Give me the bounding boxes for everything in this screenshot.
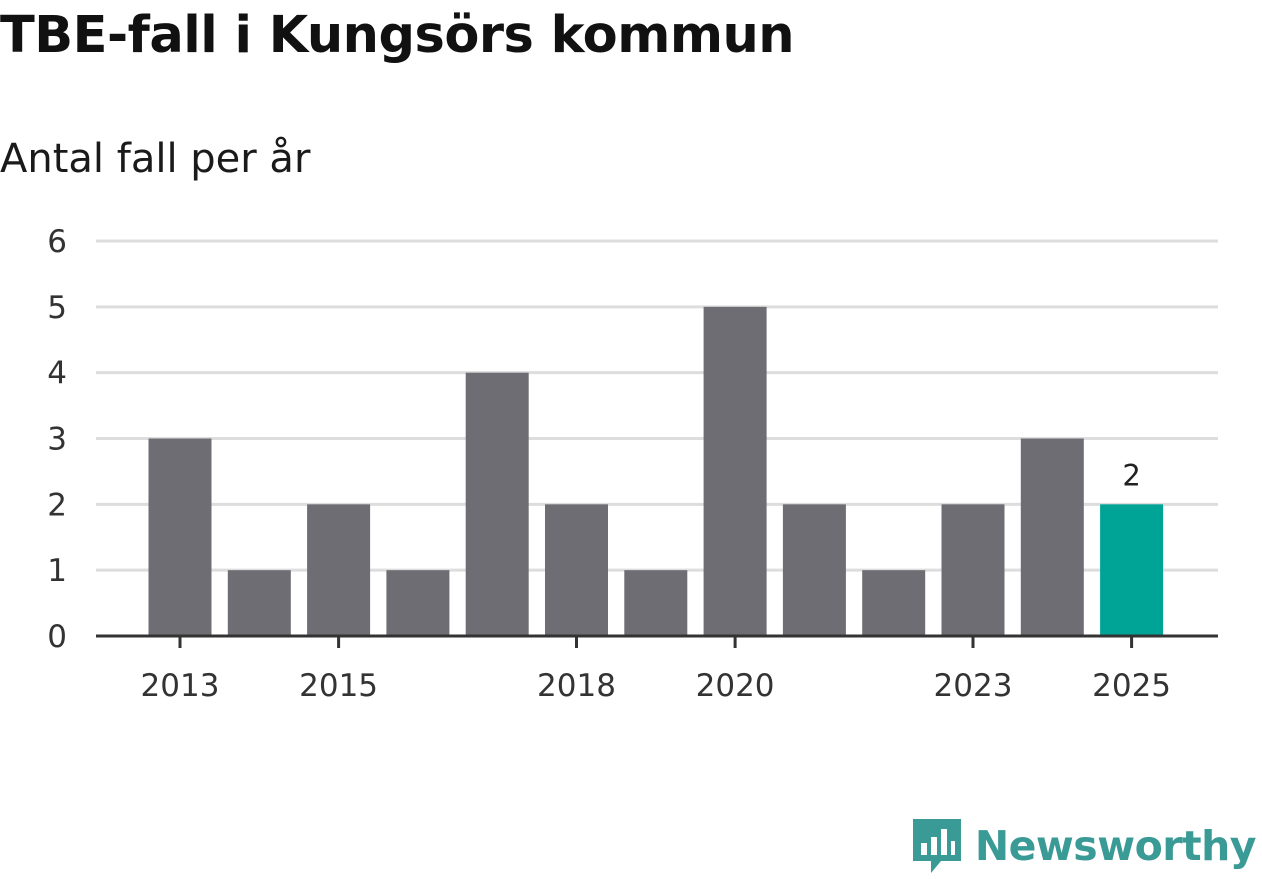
x-tick-label: 2015	[299, 668, 378, 704]
bar-2016	[386, 570, 450, 636]
bar-2013	[148, 438, 212, 636]
value-label-2025: 2	[1122, 458, 1140, 492]
x-tick-label: 2023	[934, 668, 1013, 704]
chart-subtitle: Antal fall per år	[0, 136, 311, 182]
y-tick-label: 0	[47, 619, 67, 655]
bar-2021	[782, 504, 846, 636]
x-tick-label: 2025	[1092, 668, 1171, 704]
bar-2014	[227, 570, 291, 636]
y-tick-label: 4	[47, 356, 67, 392]
bar-2020	[703, 306, 767, 636]
chart-title: TBE-fall i Kungsörs kommun	[0, 6, 795, 65]
bar-2019	[624, 570, 688, 636]
y-tick-label: 6	[47, 224, 67, 260]
brand-name: Newsworthy	[974, 822, 1257, 870]
y-tick-label: 3	[47, 422, 67, 458]
bar-2025	[1100, 504, 1164, 636]
bar-2018	[545, 504, 608, 636]
bar-2015	[307, 504, 371, 636]
newsworthy-logo-icon	[912, 819, 961, 873]
brand[interactable]: Newsworthy	[911, 817, 1257, 875]
x-tick-label: 2020	[696, 668, 775, 704]
bar-2022	[862, 570, 926, 636]
y-tick-label: 1	[47, 553, 67, 589]
bar-2017	[465, 372, 529, 636]
y-tick-label: 2	[47, 487, 67, 523]
bar-2023	[941, 504, 1005, 636]
x-tick-label: 2018	[537, 668, 616, 704]
x-tick-label: 2013	[141, 668, 220, 704]
bar-2024	[1020, 438, 1084, 636]
y-tick-label: 5	[47, 290, 67, 326]
